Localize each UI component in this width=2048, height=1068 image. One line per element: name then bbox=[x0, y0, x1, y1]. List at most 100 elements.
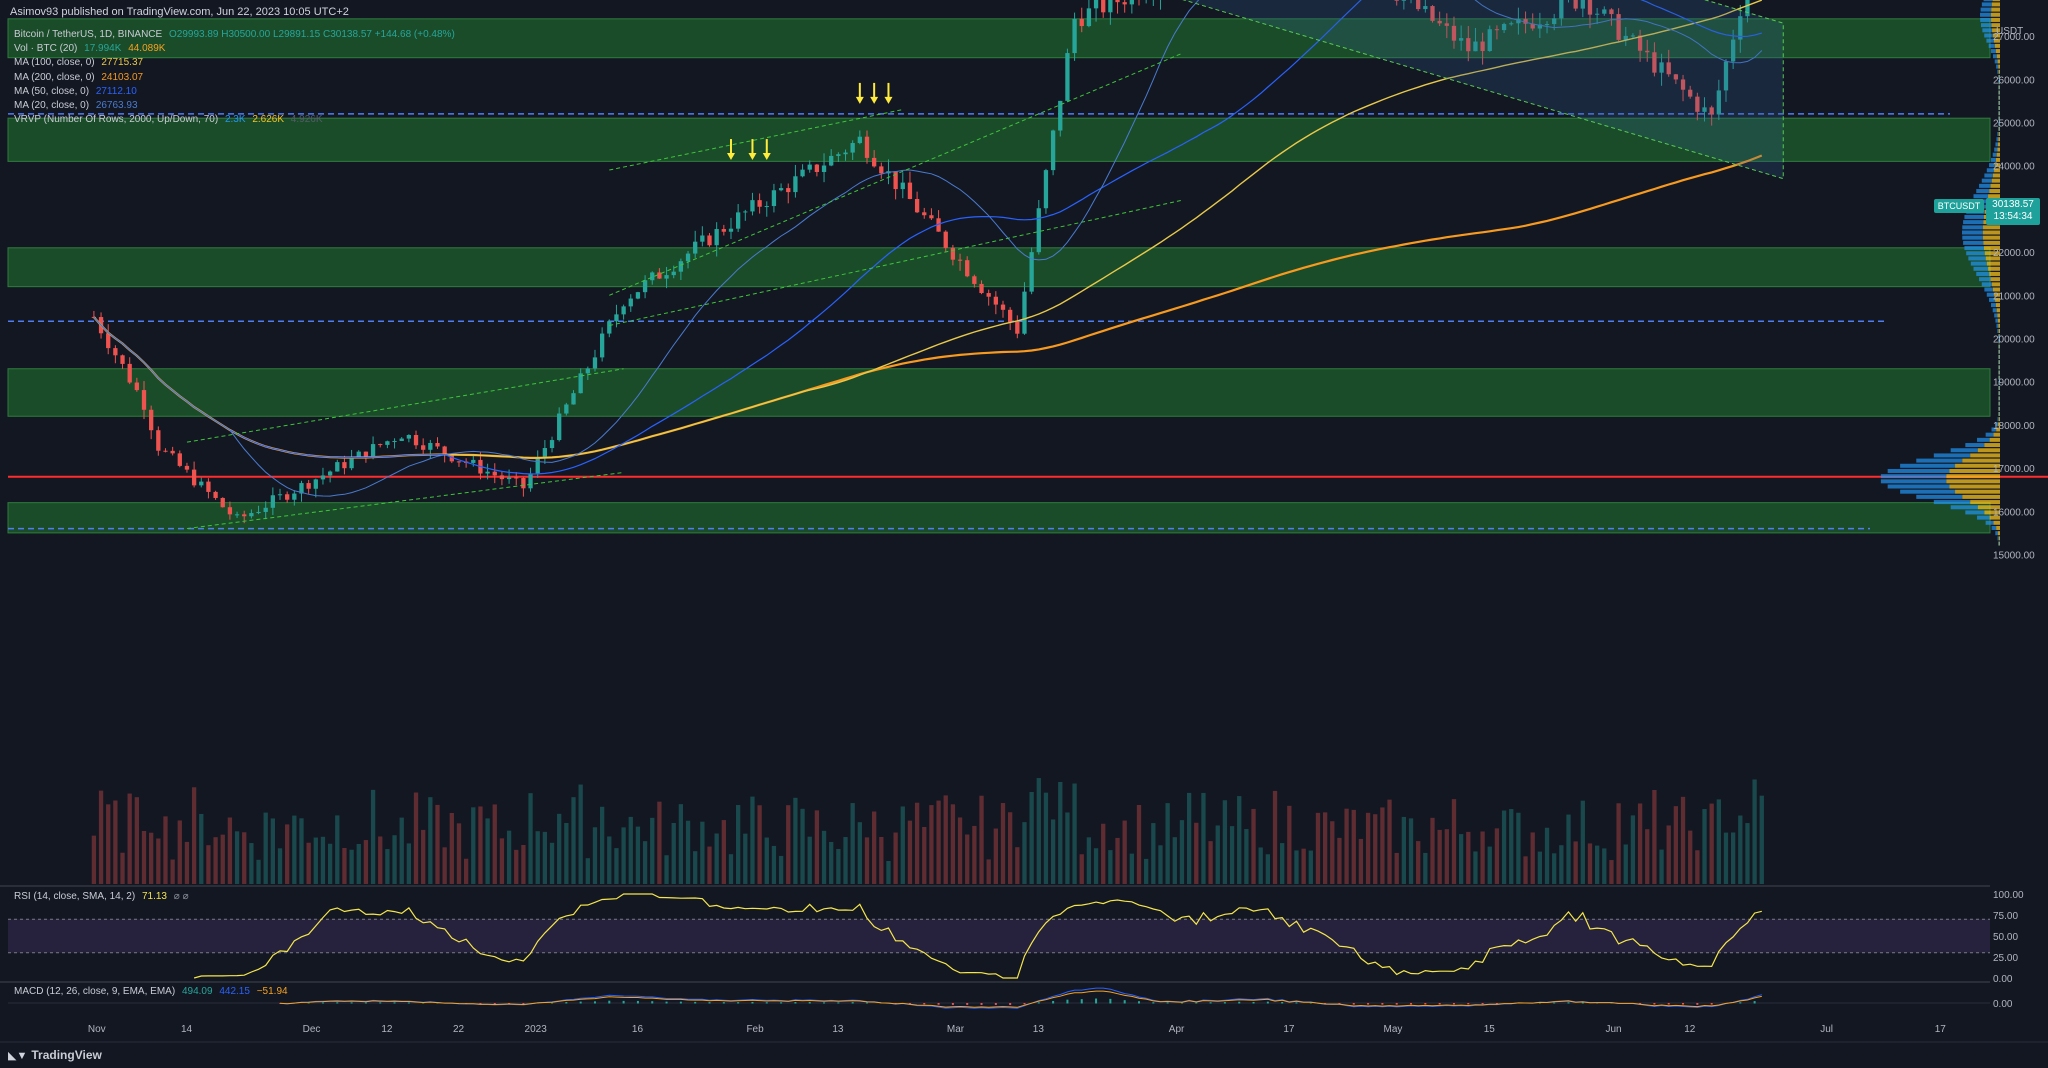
volume-bar-49 bbox=[442, 847, 447, 884]
volume-bar-212 bbox=[1609, 860, 1614, 884]
macd-hist-220 bbox=[1667, 1003, 1670, 1005]
candle-body-70 bbox=[592, 357, 598, 369]
volume-bar-131 bbox=[1029, 791, 1034, 884]
candle-body-118 bbox=[936, 218, 941, 232]
macd-legend[interactable]: MACD (12, 26, close, 9, EMA, EMA) 494.09… bbox=[14, 985, 288, 999]
volume-bar-176 bbox=[1351, 809, 1356, 884]
vrvp-down-27540 bbox=[1991, 12, 2000, 17]
volume-bar-15 bbox=[199, 813, 204, 884]
legend-ma100-row[interactable]: MA (100, close, 0) 27715.37 bbox=[14, 56, 455, 70]
legend-vol-row[interactable]: Vol · BTC (20) 17.994K 44.089K bbox=[14, 42, 455, 56]
legend-vrvp-row[interactable]: VRVP (Number Of Rows, 2000, Up/Down, 70)… bbox=[14, 113, 455, 127]
candle-body-113 bbox=[900, 182, 905, 190]
vol-value1: 17.994K bbox=[84, 43, 122, 55]
volume-bar-166 bbox=[1280, 843, 1285, 884]
candle-body-136 bbox=[1065, 53, 1070, 101]
candle-body-109 bbox=[872, 157, 877, 167]
candle-body-96 bbox=[778, 188, 784, 191]
vrvp-down-19500 bbox=[1999, 360, 2000, 365]
volume-bar-182 bbox=[1394, 852, 1399, 884]
candle-body-104 bbox=[836, 154, 841, 156]
vrvp-down-22140 bbox=[1983, 246, 2000, 251]
last-price-tag: 30138.57 13:54:34 bbox=[1986, 198, 2040, 225]
candle-body-19 bbox=[227, 507, 233, 515]
volume-bar-161 bbox=[1244, 829, 1249, 884]
vrvp-up-17580 bbox=[1965, 443, 1985, 448]
vrvp-up-26700 bbox=[1990, 49, 1996, 54]
vrvp-down-27660 bbox=[1991, 7, 2000, 12]
candle-body-64 bbox=[549, 440, 555, 449]
vrvp-down-26460 bbox=[1997, 59, 2000, 64]
candle-body-101 bbox=[814, 164, 820, 173]
vrvp-down-24540 bbox=[1997, 142, 2000, 147]
volume-bar-92 bbox=[750, 796, 755, 884]
legend-ma50-row[interactable]: MA (50, close, 0) 27112.10 bbox=[14, 85, 455, 99]
volume-bar-229 bbox=[1730, 832, 1736, 884]
candle-body-67 bbox=[571, 393, 576, 405]
candle-body-214 bbox=[1623, 35, 1628, 40]
vrvp-down-18780 bbox=[1999, 391, 2000, 396]
volume-bar-183 bbox=[1401, 816, 1407, 884]
macd-hist-192 bbox=[1467, 1003, 1470, 1005]
ma20-value: 26763.93 bbox=[95, 99, 138, 111]
macd-hist-32 bbox=[321, 1002, 324, 1004]
candle-body-25 bbox=[270, 495, 276, 508]
vrvp-up-18420 bbox=[1998, 406, 2000, 411]
vrvp-down-17580 bbox=[1984, 443, 2000, 448]
macd-hist-114 bbox=[908, 1003, 911, 1004]
volume-bar-122 bbox=[965, 834, 970, 884]
vrvp-down-18180 bbox=[1998, 417, 2000, 422]
time-tick-2: Dec bbox=[303, 1024, 321, 1035]
volume-bar-177 bbox=[1358, 838, 1364, 884]
legend-ma200-row[interactable]: MA (200, close, 0) 24103.07 bbox=[14, 71, 455, 85]
volume-bar-60 bbox=[521, 844, 526, 884]
volume-bar-32 bbox=[320, 836, 326, 884]
tradingview-brand[interactable]: ◣▼ TradingView bbox=[8, 1048, 102, 1062]
macd-hist-176 bbox=[1352, 1003, 1355, 1005]
volume-bar-89 bbox=[728, 854, 734, 884]
rsi-legend[interactable]: RSI (14, close, SMA, 14, 2) 71.13 ⌀ ⌀ bbox=[14, 890, 189, 904]
volume-bar-72 bbox=[607, 836, 612, 884]
rsi-tick-2: 50.00 bbox=[1993, 932, 2018, 943]
vrvp-up-19620 bbox=[1998, 354, 2000, 359]
macd-hist-162 bbox=[1252, 1001, 1255, 1004]
vrvp-value1: 2.3K bbox=[224, 114, 246, 126]
vrvp-down-19740 bbox=[1999, 349, 2000, 354]
volume-bar-185 bbox=[1416, 841, 1421, 884]
volume-bar-33 bbox=[327, 843, 333, 884]
price-tick-15: 18000.00 bbox=[1993, 421, 2035, 432]
vrvp-up-20820 bbox=[1990, 303, 1996, 308]
vrvp-up-17940 bbox=[1991, 427, 1997, 432]
volume-bar-47 bbox=[428, 797, 433, 884]
volume-bar-178 bbox=[1365, 812, 1371, 884]
volume-bar-13 bbox=[184, 841, 190, 884]
macd-hist-120 bbox=[951, 1003, 954, 1005]
macd-hist-48 bbox=[436, 1002, 439, 1004]
ohlc-values: O29993.89 H30500.00 L29891.15 C30138.57 … bbox=[168, 29, 455, 40]
vrvp-up-26460 bbox=[1994, 59, 1998, 64]
vrvp-down-27420 bbox=[1991, 17, 2000, 22]
legend-symbol-row[interactable]: Bitcoin / TetherUS, 1D, BINANCE O29993.8… bbox=[14, 28, 455, 42]
time-tick-5: 2023 bbox=[525, 1024, 548, 1035]
candle-body-75 bbox=[628, 298, 633, 307]
volume-bar-138 bbox=[1079, 854, 1084, 884]
volume-bar-67 bbox=[571, 797, 576, 884]
candle-body-128 bbox=[1008, 309, 1013, 322]
time-tick-10: 13 bbox=[1033, 1024, 1045, 1035]
volume-bar-160 bbox=[1237, 796, 1242, 884]
time-tick-3: 12 bbox=[381, 1024, 393, 1035]
vrvp-up-22380 bbox=[1962, 235, 1984, 240]
rsi-label: RSI (14, close, SMA, 14, 2) bbox=[14, 891, 136, 902]
vrvp-down-25620 bbox=[1999, 95, 2000, 100]
volume-bar-210 bbox=[1594, 845, 1600, 884]
volume-bar-19 bbox=[227, 817, 233, 884]
candle-body-51 bbox=[456, 461, 462, 463]
candle-body-38 bbox=[363, 451, 369, 458]
candle-body-72 bbox=[607, 321, 612, 334]
legend-ma20-row[interactable]: MA (20, close, 0) 26763.93 bbox=[14, 99, 455, 113]
vrvp-down-26700 bbox=[1995, 49, 2000, 54]
candle-body-43 bbox=[399, 438, 404, 442]
price-tick-7: 26000.00 bbox=[1993, 75, 2035, 86]
macd-hist-104 bbox=[837, 1002, 840, 1004]
